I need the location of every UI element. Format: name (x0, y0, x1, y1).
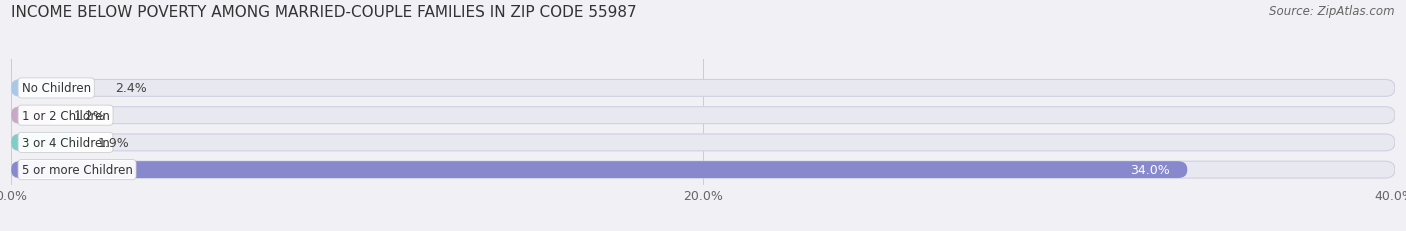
Text: 2.4%: 2.4% (115, 82, 146, 95)
Text: 1 or 2 Children: 1 or 2 Children (21, 109, 110, 122)
FancyBboxPatch shape (11, 134, 1395, 151)
Text: 5 or more Children: 5 or more Children (21, 163, 132, 176)
Text: 3 or 4 Children: 3 or 4 Children (21, 136, 110, 149)
FancyBboxPatch shape (11, 107, 53, 124)
Text: 1.9%: 1.9% (98, 136, 129, 149)
FancyBboxPatch shape (11, 80, 1395, 97)
FancyBboxPatch shape (11, 161, 1395, 178)
FancyBboxPatch shape (11, 80, 94, 97)
FancyBboxPatch shape (11, 107, 1395, 124)
FancyBboxPatch shape (11, 161, 1187, 178)
Text: No Children: No Children (21, 82, 91, 95)
Text: INCOME BELOW POVERTY AMONG MARRIED-COUPLE FAMILIES IN ZIP CODE 55987: INCOME BELOW POVERTY AMONG MARRIED-COUPL… (11, 5, 637, 20)
Text: 34.0%: 34.0% (1130, 163, 1170, 176)
Text: 1.2%: 1.2% (73, 109, 105, 122)
FancyBboxPatch shape (11, 134, 77, 151)
Text: Source: ZipAtlas.com: Source: ZipAtlas.com (1270, 5, 1395, 18)
